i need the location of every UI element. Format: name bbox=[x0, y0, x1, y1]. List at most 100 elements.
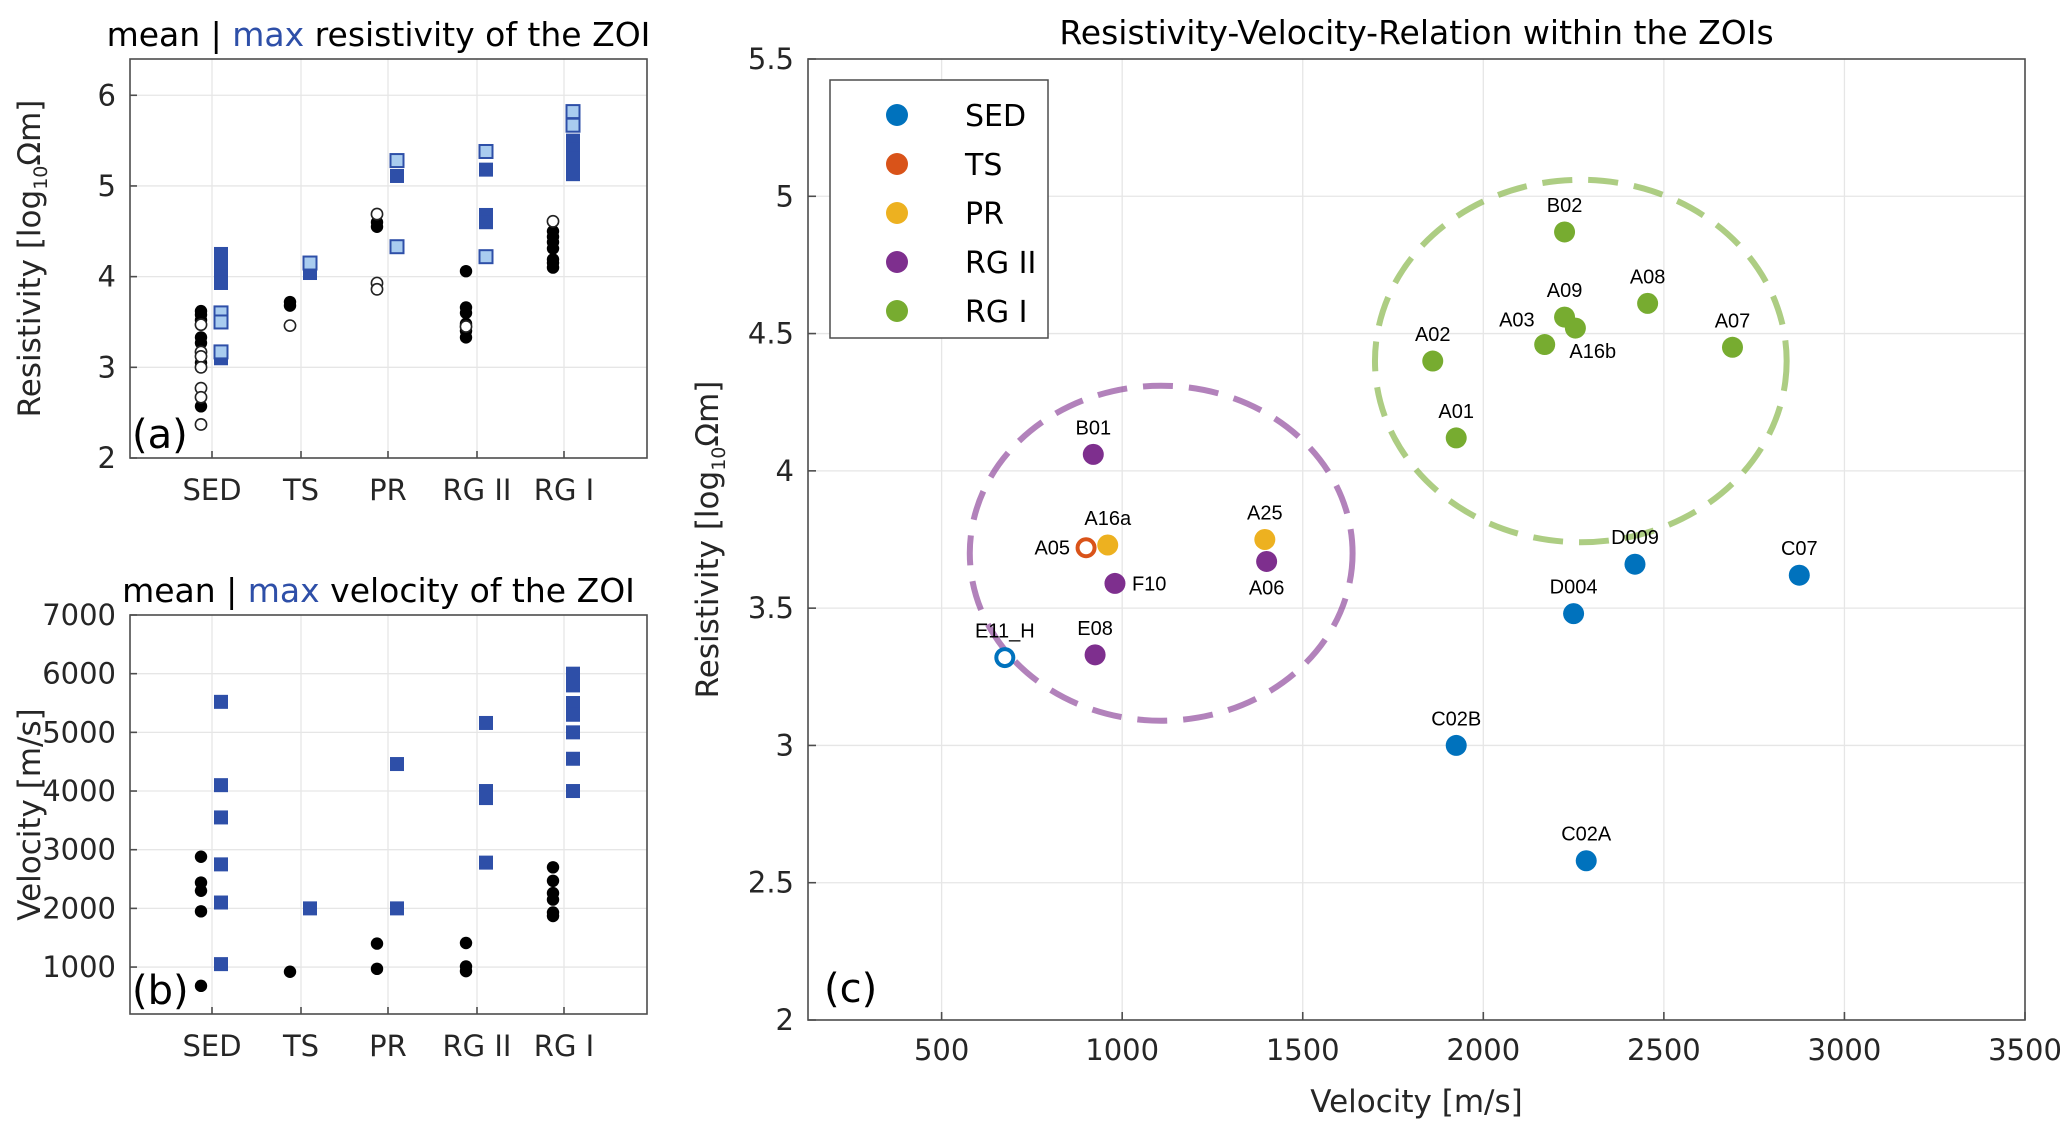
mean-point-open bbox=[194, 350, 208, 363]
x-tick-label: RG I bbox=[534, 473, 594, 507]
point-A16b bbox=[1564, 317, 1586, 339]
point-E11_H bbox=[994, 647, 1016, 669]
x-tick-label: SED bbox=[182, 473, 241, 507]
x-tick-label: TS bbox=[282, 473, 319, 507]
max-point bbox=[214, 857, 228, 872]
y-tick-label: 3000 bbox=[42, 833, 116, 867]
point-label: A07 bbox=[1715, 310, 1751, 332]
max-point bbox=[214, 246, 228, 261]
point-A02 bbox=[1422, 350, 1444, 372]
point-F10 bbox=[1104, 572, 1126, 594]
point-A16a bbox=[1097, 534, 1119, 556]
y-axis-label-subscript: 10 bbox=[708, 447, 730, 471]
mean-point bbox=[546, 893, 560, 906]
legend-marker-sed bbox=[886, 104, 908, 126]
mean-point bbox=[194, 336, 208, 350]
max-point bbox=[390, 757, 404, 772]
point-D004 bbox=[1563, 603, 1585, 625]
max-point-light bbox=[565, 117, 581, 133]
y-axis-label-subscript: 10 bbox=[30, 166, 52, 190]
x-tick-label: 1500 bbox=[1266, 1033, 1340, 1067]
point-label: C02A bbox=[1561, 824, 1612, 846]
legend-label: PR bbox=[965, 197, 1004, 232]
point-label: B01 bbox=[1075, 417, 1111, 439]
max-point bbox=[303, 901, 317, 916]
panel-label: (a) bbox=[132, 412, 188, 458]
mean-point-open bbox=[459, 320, 473, 333]
x-tick-label: PR bbox=[369, 473, 407, 507]
mean-point-open bbox=[546, 214, 560, 228]
mean-point bbox=[546, 861, 560, 874]
panel-b-velocity-by-class: 1000 2000 3000 4000 5000 6000 7000 SED TS PR RG II… bbox=[12, 571, 648, 1063]
y-tick-label: 6000 bbox=[42, 657, 116, 691]
title-part: resistivity of the ZOI bbox=[304, 15, 650, 54]
y-tick-label: 6 bbox=[98, 78, 116, 112]
legend-marker-rg-ii bbox=[886, 251, 908, 273]
chart-title: Resistivity-Velocity-Relation within the… bbox=[1059, 13, 1773, 52]
x-tick-label: SED bbox=[182, 1029, 241, 1063]
series-max bbox=[214, 666, 580, 972]
point-label: A03 bbox=[1499, 310, 1535, 332]
mean-point bbox=[546, 874, 560, 888]
x-tick-label: PR bbox=[369, 1029, 407, 1063]
max-point-light bbox=[478, 143, 494, 159]
x-tick-label: RG II bbox=[443, 473, 512, 507]
mean-point-open bbox=[370, 207, 384, 221]
mean-point bbox=[283, 299, 297, 312]
y-tick-label: 5 bbox=[98, 169, 116, 203]
point-label: A05 bbox=[1034, 538, 1070, 560]
y-axis-label: Resistivity [log10Ωm] bbox=[690, 381, 730, 699]
max-point bbox=[566, 696, 580, 711]
mean-point bbox=[194, 979, 208, 993]
mean-point-open bbox=[194, 418, 208, 431]
point-label: D004 bbox=[1550, 577, 1598, 599]
point-A01 bbox=[1445, 427, 1467, 449]
max-point bbox=[214, 810, 228, 825]
point-A05 bbox=[1075, 537, 1097, 559]
max-point-light bbox=[389, 153, 405, 169]
title-part: velocity of the ZOI bbox=[320, 571, 635, 610]
max-point-light bbox=[302, 255, 318, 271]
y-tick-label: 3.5 bbox=[748, 591, 794, 625]
max-point bbox=[566, 707, 580, 722]
point-A08 bbox=[1637, 292, 1659, 314]
y-tick-label: 4.5 bbox=[748, 317, 794, 351]
x-tick-label: 1000 bbox=[1085, 1033, 1159, 1067]
max-point bbox=[566, 784, 580, 799]
point-B01 bbox=[1082, 443, 1104, 465]
mean-point bbox=[546, 909, 560, 923]
series-mean-open- bbox=[194, 207, 560, 431]
mean-point bbox=[370, 962, 384, 976]
point-C07 bbox=[1788, 564, 1810, 586]
point-D009 bbox=[1624, 553, 1646, 575]
y-tick-label: 4 bbox=[98, 260, 116, 294]
max-point-light bbox=[565, 104, 581, 120]
y-tick-label: 2 bbox=[776, 1003, 794, 1037]
zoi-ellipse-rg-ii bbox=[966, 382, 1356, 724]
point-B02 bbox=[1554, 221, 1576, 243]
y-tick-label: 3 bbox=[776, 728, 794, 762]
max-point bbox=[566, 751, 580, 766]
legend-label: RG I bbox=[965, 295, 1027, 330]
mean-point-open bbox=[194, 318, 208, 332]
y-tick-label: 5.5 bbox=[748, 42, 794, 76]
mean-point-open bbox=[283, 319, 297, 333]
y-tick-label: 5000 bbox=[42, 715, 116, 749]
title-highlight-max: max bbox=[232, 15, 304, 54]
point-label: B02 bbox=[1547, 195, 1583, 217]
y-tick-label: 2.5 bbox=[748, 866, 794, 900]
y-tick-label: 7000 bbox=[42, 598, 116, 632]
max-point bbox=[566, 678, 580, 693]
max-point bbox=[214, 895, 228, 910]
max-point-light bbox=[389, 239, 405, 255]
mean-point-open bbox=[194, 390, 208, 404]
max-point bbox=[566, 666, 580, 681]
max-point bbox=[479, 791, 493, 806]
panel-label: (b) bbox=[132, 968, 189, 1014]
chart-title: mean | max resistivity of the ZOI bbox=[107, 15, 651, 54]
max-point bbox=[214, 957, 228, 972]
y-tick-label: 4 bbox=[776, 454, 794, 488]
y-tick-label: 5 bbox=[776, 179, 794, 213]
point-label: A16a bbox=[1084, 508, 1132, 530]
